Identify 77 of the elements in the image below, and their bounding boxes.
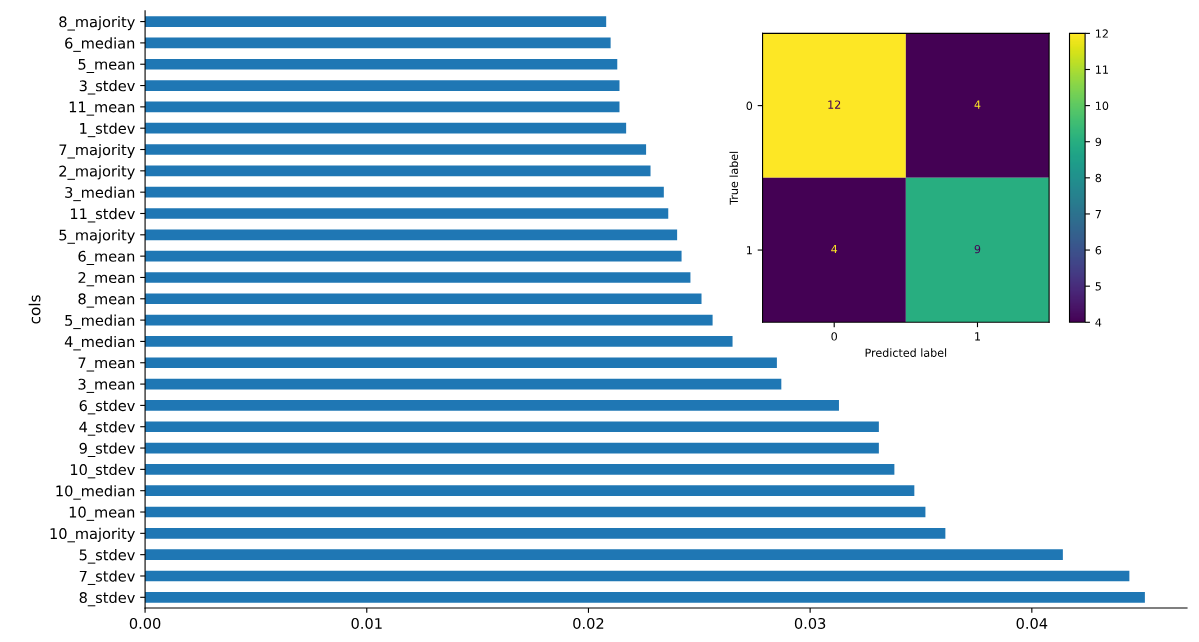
y-tick-label: 3_stdev: [79, 80, 135, 95]
y-tick-label: 5_mean: [78, 58, 135, 73]
y-tick-label: 10_stdev: [70, 463, 135, 479]
color-bar-label: 9: [1095, 137, 1102, 147]
x-tick-label: 0.01: [351, 617, 382, 629]
color-bar-label: 5: [1095, 282, 1101, 291]
y-tick-label: 5_majority: [59, 229, 135, 244]
bar: [145, 80, 620, 91]
bar: [145, 165, 651, 177]
bar: [145, 58, 618, 70]
x-tick-label: 0.04: [1016, 617, 1048, 629]
bar: [145, 591, 1145, 603]
y-axis-title: True label: [729, 151, 739, 205]
bar: [145, 421, 879, 433]
y-tick-label: 7_mean: [78, 357, 135, 372]
y-tick-label: 10_median: [56, 485, 135, 500]
y-tick-label: 4_median: [64, 335, 135, 351]
color-bar-label: 7: [1095, 210, 1101, 219]
bar: [145, 570, 1130, 582]
color-bar-label: 4: [1095, 318, 1102, 327]
bar: [145, 314, 713, 326]
bar: [145, 250, 682, 262]
y-tick-label: 6_median: [65, 37, 135, 52]
y-tick-label: 11_mean: [69, 101, 135, 116]
bar: [145, 101, 620, 113]
bar: [145, 528, 946, 539]
bar: [145, 293, 702, 305]
bar: [145, 144, 647, 155]
x-tick-label: 0.03: [794, 617, 826, 629]
color-bar-label: 12: [1096, 29, 1108, 38]
bar: [145, 229, 678, 241]
bar: [145, 272, 691, 283]
y-tick-label: 8_mean: [78, 293, 135, 308]
bar: [145, 208, 669, 219]
color-bar-label: 11: [1096, 65, 1108, 74]
bar: [145, 464, 895, 475]
bar: [145, 400, 839, 411]
color-bar-label: 8: [1095, 173, 1102, 183]
y-tick-label: 9_stdev: [79, 442, 135, 458]
y-tick-label: 10_majority: [50, 527, 135, 543]
y-tick-label: 3_mean: [78, 378, 135, 393]
bar: [145, 336, 733, 347]
y-tick-label: 11_stdev: [70, 207, 135, 223]
y-tick-label: 4_stdev: [79, 421, 135, 436]
bar: [145, 37, 611, 49]
data-label: 4: [831, 245, 838, 254]
bar: [145, 16, 607, 27]
y-tick-label: 8_majority: [59, 16, 135, 31]
color-bar-label: 10: [1096, 101, 1109, 110]
bar: [145, 485, 915, 497]
data-label: 12: [828, 100, 841, 109]
bar: [145, 357, 777, 369]
y-tick-label: 7_stdev: [79, 570, 135, 585]
y-tick-label: 1_stdev: [80, 122, 135, 138]
y-tick-label: 8_stdev: [79, 591, 135, 607]
y-axis-title: cols: [28, 295, 41, 324]
y-tick-label: 5_median: [65, 314, 135, 330]
bar: [145, 442, 879, 454]
x-tick-label: 0.00: [129, 617, 161, 629]
x-axis-title: Predicted label: [865, 348, 947, 357]
y-tick-label: 6_mean: [78, 250, 135, 265]
y-tick-label: 2_majority: [59, 165, 135, 180]
y-tick-label: 3_median: [65, 186, 135, 202]
y-tick-label: 10_mean: [69, 506, 135, 521]
y-tick-label: 7_majority: [59, 143, 135, 159]
bar: [145, 506, 926, 518]
x-tick-label: 0.02: [573, 617, 604, 629]
data-label: 4: [974, 100, 981, 109]
y-tick-label: 2_mean: [78, 272, 135, 287]
y-tick-label: 5_stdev: [79, 549, 135, 564]
color-bar-label: 6: [1095, 246, 1102, 255]
bar: [145, 378, 782, 390]
bar: [145, 549, 1063, 560]
y-tick-label: 6_stdev: [79, 399, 135, 415]
bar: [145, 122, 627, 134]
data-label: 9: [974, 244, 981, 254]
bar: [145, 186, 664, 198]
